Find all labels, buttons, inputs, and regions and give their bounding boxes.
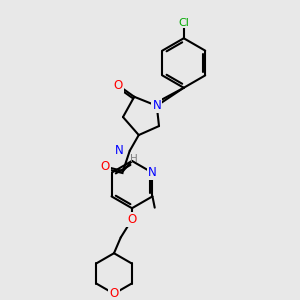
- Text: H: H: [130, 154, 137, 164]
- Text: N: N: [148, 166, 157, 179]
- Text: O: O: [110, 287, 118, 300]
- Text: O: O: [100, 160, 109, 173]
- Text: N: N: [152, 99, 161, 112]
- Text: Cl: Cl: [178, 17, 189, 28]
- Text: O: O: [128, 213, 136, 226]
- Text: O: O: [114, 79, 123, 92]
- Text: N: N: [116, 144, 124, 157]
